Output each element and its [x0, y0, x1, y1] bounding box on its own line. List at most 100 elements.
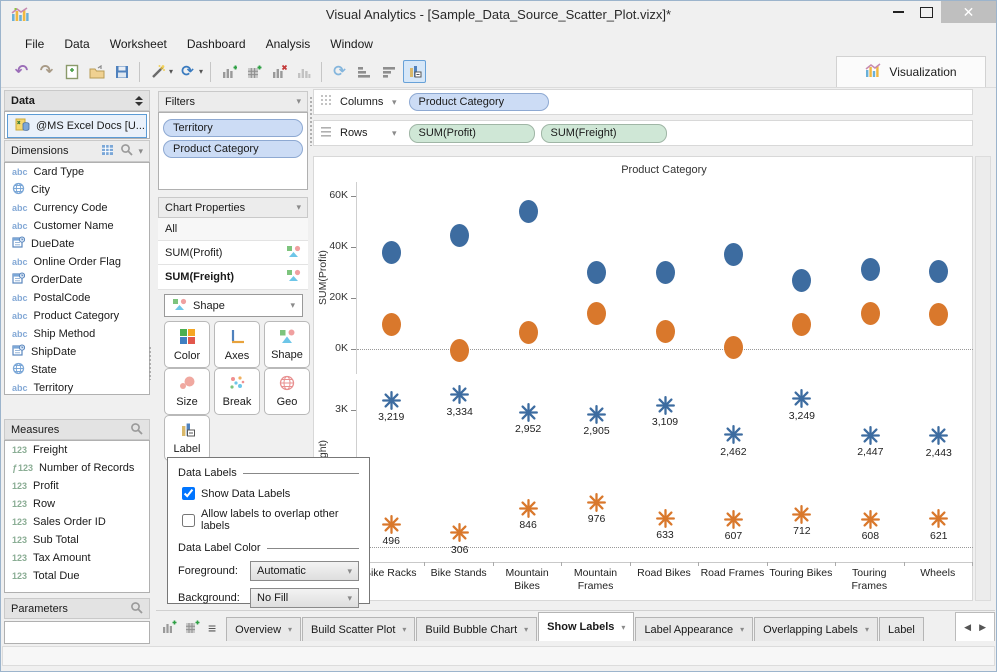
field-row-city[interactable]: City — [5, 181, 149, 199]
field-row-shipdate[interactable]: ShipDate — [5, 343, 149, 361]
dimensions-caret-icon[interactable]: ▾ — [138, 145, 143, 156]
add-worksheet-icon[interactable] — [162, 619, 177, 637]
menu-item-worksheet[interactable]: Worksheet — [109, 37, 167, 51]
foreground-select[interactable]: Automatic ▾ — [250, 561, 359, 581]
tab-label-appearance[interactable]: Label Appearance ▾ — [635, 617, 754, 641]
search-icon[interactable] — [130, 601, 143, 617]
data-point-profit-orange[interactable] — [655, 319, 675, 343]
worksheet-list-icon[interactable]: ≡ — [208, 620, 217, 636]
field-row-currency-code[interactable]: abc Currency Code — [5, 199, 149, 217]
scrollbar-track[interactable] — [975, 156, 991, 601]
connect-caret-icon[interactable]: ▾ — [169, 67, 174, 76]
field-row-total-due[interactable]: 123 Total Due — [5, 567, 149, 585]
shape-button[interactable]: Shape — [264, 321, 310, 368]
field-row-tax-amount[interactable]: 123 Tax Amount — [5, 549, 149, 567]
data-point-profit-blue[interactable] — [381, 240, 401, 264]
filters-caret-icon[interactable]: ▾ — [296, 96, 301, 106]
field-row-ship-method[interactable]: abc Ship Method — [5, 325, 149, 343]
size-button[interactable]: Size — [164, 368, 210, 415]
tab-overlapping-labels[interactable]: Overlapping Labels ▾ — [754, 617, 878, 641]
data-source-item[interactable]: @MS Excel Docs [U... — [7, 114, 147, 138]
maximize-button[interactable] — [913, 1, 939, 23]
data-point-freight-blue[interactable] — [929, 426, 949, 448]
field-row-freight[interactable]: 123 Freight — [5, 441, 149, 459]
panel-resize-handle[interactable] — [309, 96, 314, 146]
add-dashboard-icon[interactable] — [185, 619, 200, 637]
field-row-duedate[interactable]: DueDate — [5, 235, 149, 253]
data-point-freight-orange[interactable] — [929, 509, 949, 531]
data-point-profit-orange[interactable] — [587, 301, 607, 325]
label-button[interactable]: Label — [164, 415, 210, 461]
data-point-profit-orange[interactable] — [929, 303, 949, 327]
rows-pill-sum-freight-[interactable]: SUM(Freight) — [540, 123, 667, 143]
remove-chart-button[interactable] — [267, 60, 290, 83]
data-point-freight-blue[interactable] — [860, 425, 880, 448]
tab-scroll-right-icon[interactable]: ▶ — [979, 621, 986, 632]
search-icon[interactable] — [120, 143, 134, 159]
show-data-labels-row[interactable]: Show Data Labels — [182, 487, 359, 500]
data-point-freight-blue[interactable] — [723, 425, 743, 447]
chart-properties-row-freight[interactable]: SUM(Freight) — [158, 265, 308, 290]
data-point-freight-orange[interactable] — [723, 509, 743, 532]
data-point-profit-orange[interactable] — [450, 338, 470, 362]
menu-item-analysis[interactable]: Analysis — [265, 37, 311, 51]
menu-item-window[interactable]: Window — [330, 37, 373, 51]
field-row-card-type[interactable]: abc Card Type — [5, 163, 149, 181]
data-point-profit-blue[interactable] — [792, 268, 812, 292]
minimize-button[interactable] — [885, 1, 911, 23]
data-point-profit-blue[interactable] — [723, 243, 743, 267]
refresh-button[interactable]: ⟳ — [176, 60, 199, 83]
data-point-profit-blue[interactable] — [655, 261, 675, 285]
sort-ascending-button[interactable] — [353, 60, 376, 83]
data-point-freight-orange[interactable] — [518, 498, 538, 521]
show-labels-toolbar-button[interactable] — [403, 60, 427, 83]
field-row-territory[interactable]: abc Territory — [5, 379, 149, 394]
data-point-freight-blue[interactable] — [518, 402, 538, 425]
refresh-caret-icon[interactable]: ▾ — [199, 67, 204, 76]
filter-pill-territory[interactable]: Territory — [163, 119, 303, 137]
field-row-postalcode[interactable]: abc PostalCode — [5, 289, 149, 307]
columns-pill-product-category[interactable]: Product Category — [408, 93, 549, 111]
data-point-profit-orange[interactable] — [518, 320, 538, 344]
data-point-profit-blue[interactable] — [518, 199, 538, 223]
field-row-profit[interactable]: 123 Profit — [5, 477, 149, 495]
data-point-freight-orange[interactable] — [860, 509, 880, 532]
data-point-freight-orange[interactable] — [655, 508, 675, 531]
break-button[interactable]: Break — [214, 368, 260, 415]
panel-resize-handle[interactable] — [148, 346, 153, 380]
color-button[interactable]: Color — [164, 321, 210, 368]
save-button[interactable] — [110, 60, 133, 83]
field-row-state[interactable]: State — [5, 361, 149, 379]
data-point-profit-blue[interactable] — [929, 259, 949, 283]
tab-show-labels[interactable]: Show Labels ▾ — [538, 612, 635, 641]
menu-item-file[interactable]: File — [25, 37, 45, 51]
undo-button[interactable]: ↶ — [10, 60, 33, 83]
add-crosstab-button[interactable] — [242, 60, 265, 83]
chart-properties-row-profit[interactable]: SUM(Profit) — [158, 241, 308, 265]
rows-caret-icon[interactable]: ▾ — [392, 127, 397, 138]
table-icon[interactable] — [101, 144, 114, 159]
tab-label[interactable]: Label — [878, 617, 924, 641]
swap-axes-button[interactable]: ⟳ — [328, 60, 351, 83]
background-select[interactable]: No Fill ▾ — [250, 588, 359, 608]
field-row-orderdate[interactable]: OrderDate — [5, 271, 149, 289]
search-icon[interactable] — [130, 422, 143, 438]
data-point-freight-blue[interactable] — [792, 389, 812, 411]
chart-properties-row-all[interactable]: All — [158, 218, 308, 241]
menu-item-dashboard[interactable]: Dashboard — [186, 37, 246, 51]
shape-dropdown[interactable]: Shape ▾ — [164, 294, 303, 317]
redo-button[interactable]: ↷ — [35, 60, 58, 83]
field-row-number-of-records[interactable]: ƒ 123 Number of Records — [5, 459, 149, 477]
filter-pill-product-category[interactable]: Product Category — [163, 140, 303, 158]
sort-descending-button[interactable] — [378, 60, 401, 83]
chart-button[interactable] — [292, 60, 315, 83]
sort-updown-icon[interactable] — [135, 95, 143, 106]
geo-button[interactable]: Geo — [264, 368, 310, 415]
field-row-sub-total[interactable]: 123 Sub Total — [5, 531, 149, 549]
data-point-profit-orange[interactable] — [792, 313, 812, 337]
field-row-online-order-flag[interactable]: abc Online Order Flag — [5, 253, 149, 271]
data-point-freight-blue[interactable] — [655, 395, 675, 418]
close-button[interactable]: ✕ — [941, 1, 996, 23]
data-point-profit-blue[interactable] — [587, 261, 607, 285]
data-point-freight-orange[interactable] — [450, 523, 470, 545]
